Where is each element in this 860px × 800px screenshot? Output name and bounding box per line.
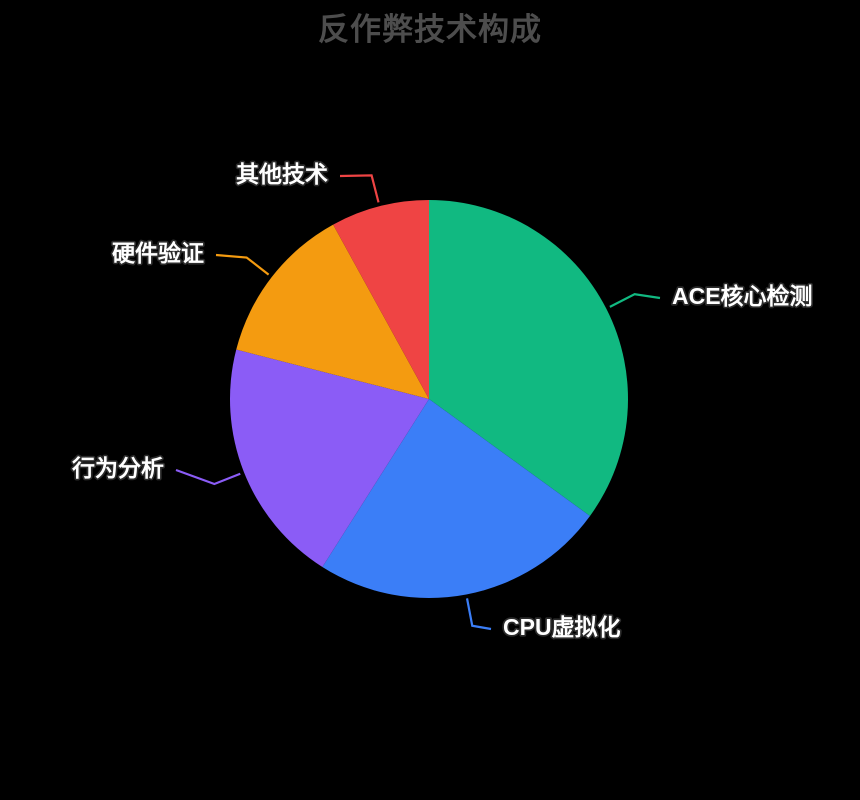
leader-line [215, 253, 270, 276]
pie-slice[interactable] [333, 200, 429, 399]
pie-slices-group [229, 200, 628, 598]
leader-lines-group [175, 174, 661, 631]
leader-line [175, 468, 241, 486]
slice-label: CPU虚拟化 [503, 614, 621, 640]
leader-line [609, 293, 661, 308]
slice-label: ACE核心检测 [672, 283, 813, 309]
slice-label: 行为分析 [71, 455, 164, 481]
leader-line [465, 598, 492, 631]
slice-labels-group: ACE核心检测 CPU虚拟化 行为分析 硬件验证 其他技术 [69, 159, 814, 641]
pie-slice[interactable] [229, 349, 429, 568]
pie-slice[interactable] [236, 224, 429, 399]
slice-label: 其他技术 [236, 161, 328, 187]
slice-label: 硬件验证 [112, 240, 204, 266]
page-title: 反作弊技术构成 [318, 12, 542, 47]
leader-line [339, 174, 380, 203]
pie-slice[interactable] [429, 200, 628, 516]
pie-slice[interactable] [322, 399, 590, 598]
